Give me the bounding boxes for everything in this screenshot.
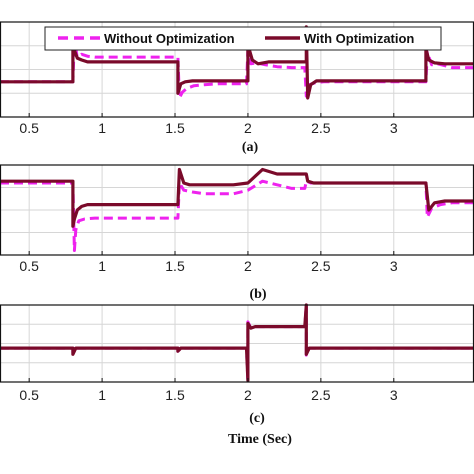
x-tick-label: 0.5 bbox=[19, 387, 39, 403]
x-tick-label: 2 bbox=[244, 387, 252, 403]
panel-a-label: (a) bbox=[242, 140, 259, 155]
series-line-without-optimization bbox=[0, 179, 474, 252]
x-tick-label: 2.5 bbox=[311, 120, 331, 136]
x-tick-label: 1.5 bbox=[165, 120, 185, 136]
legend-box bbox=[44, 26, 442, 51]
x-axis-title: Time (Sec) bbox=[228, 432, 292, 447]
x-tick-label: 1.5 bbox=[165, 387, 185, 403]
x-tick-label: 1 bbox=[98, 120, 106, 136]
x-tick-label: 1.5 bbox=[165, 258, 185, 274]
legend-label-with: With Optimization bbox=[304, 31, 414, 46]
x-tick-label: 3 bbox=[390, 258, 398, 274]
x-tick-label: 3 bbox=[390, 120, 398, 136]
legend: Without Optimization With Optimization bbox=[44, 26, 442, 51]
x-tick-label: 2 bbox=[244, 258, 252, 274]
series-line-with-optimization bbox=[0, 167, 474, 228]
panel-b: 0.5 1 1.5 2 2.5 3 bbox=[0, 164, 474, 274]
x-tick-label: 1 bbox=[98, 387, 106, 403]
series-line-with-optimization bbox=[0, 303, 474, 383]
x-tick-label: 1 bbox=[98, 258, 106, 274]
x-tick-label: 2 bbox=[244, 120, 252, 136]
x-tick-label: 0.5 bbox=[19, 120, 39, 136]
x-tick-label: 3 bbox=[390, 387, 398, 403]
legend-label-without: Without Optimization bbox=[104, 31, 235, 46]
x-tick-label: 2.5 bbox=[311, 387, 331, 403]
x-tick-label: 2.5 bbox=[311, 258, 331, 274]
panel-c: 0.5 1 1.5 2 2.5 3 bbox=[0, 303, 474, 403]
panel-c-label: (c) bbox=[249, 411, 265, 426]
x-tick-label: 0.5 bbox=[19, 258, 39, 274]
panel-b-label: (b) bbox=[249, 287, 266, 302]
